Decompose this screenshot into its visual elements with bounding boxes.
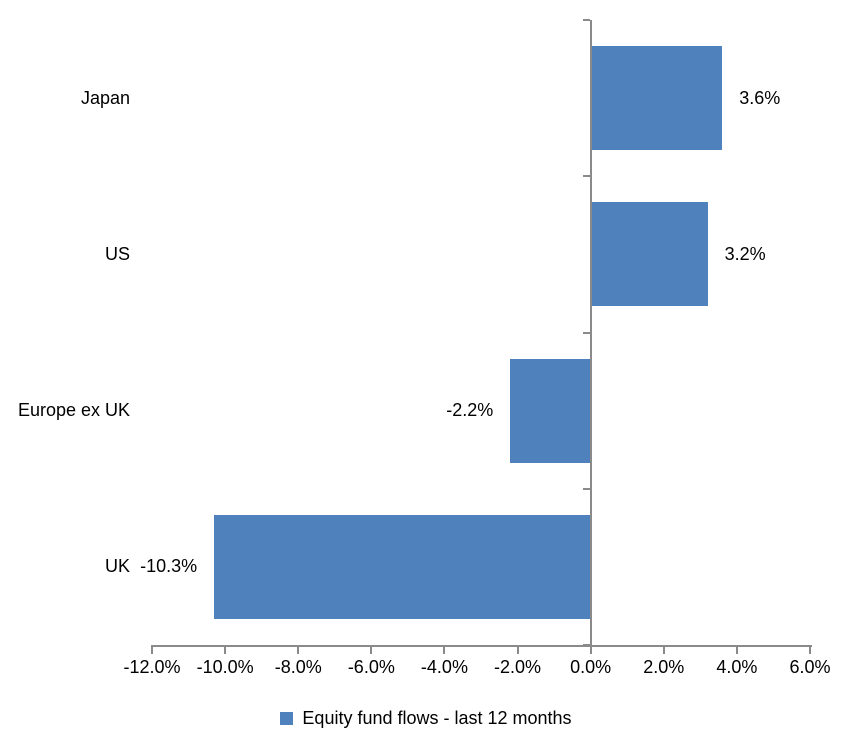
data-label: -2.2%	[446, 400, 494, 421]
x-axis-tick	[297, 645, 300, 654]
bar-europe-ex-uk	[510, 358, 591, 463]
x-tick-label: -10.0%	[196, 657, 254, 677]
x-axis-tick	[443, 645, 446, 654]
y-axis-line	[589, 20, 592, 652]
x-tick-label: 0.0%	[570, 657, 612, 677]
x-axis-tick	[589, 645, 592, 654]
x-tick-label: 6.0%	[789, 657, 831, 677]
x-axis-tick	[516, 645, 519, 654]
x-axis-tick	[370, 645, 373, 654]
x-axis-tick	[735, 645, 738, 654]
data-label: 3.2%	[724, 243, 766, 264]
x-axis-tick	[662, 645, 665, 654]
legend: Equity fund flows - last 12 months	[0, 700, 852, 736]
category-label-japan: Japan	[80, 87, 130, 108]
x-tick-label: -4.0%	[420, 657, 468, 677]
x-tick-label: -8.0%	[274, 657, 322, 677]
x-axis-line	[152, 645, 812, 647]
category-label-europe-ex-uk: Europe ex UK	[17, 400, 130, 421]
x-tick-label: -2.0%	[494, 657, 542, 677]
category-label-uk: UK	[104, 556, 130, 577]
data-label: 3.6%	[739, 87, 781, 108]
y-axis-tick	[582, 19, 590, 21]
x-tick-label: 2.0%	[643, 657, 685, 677]
x-tick-label: -12.0%	[123, 657, 181, 677]
x-axis-tick	[224, 645, 227, 654]
legend-label: Equity fund flows - last 12 months	[302, 707, 572, 728]
x-tick-label: 4.0%	[716, 657, 758, 677]
data-label: -10.3%	[140, 556, 198, 577]
x-axis-tick	[809, 645, 811, 654]
bar-japan	[590, 46, 723, 151]
bar-uk	[214, 514, 591, 619]
x-axis-tick	[151, 645, 153, 654]
legend-marker-icon	[280, 711, 294, 725]
x-tick-label: -6.0%	[347, 657, 395, 677]
category-label-us: US	[104, 243, 130, 264]
y-axis-tick	[582, 175, 590, 178]
y-axis-tick	[582, 487, 590, 490]
bar-us	[590, 202, 708, 307]
y-axis-tick	[582, 331, 590, 334]
